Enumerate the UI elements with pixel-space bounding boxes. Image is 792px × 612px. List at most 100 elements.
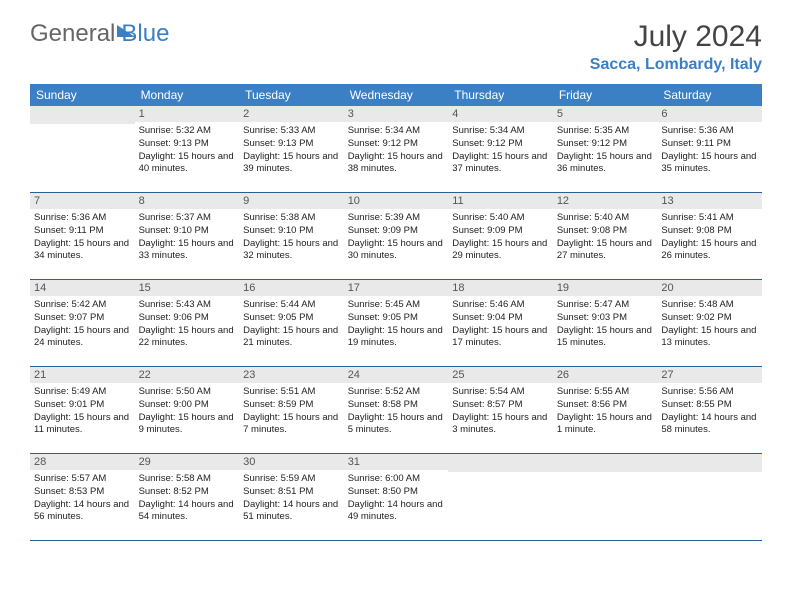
weekday-header: Saturday	[657, 84, 762, 106]
calendar-day-cell: 2Sunrise: 5:33 AMSunset: 9:13 PMDaylight…	[239, 106, 344, 193]
calendar-week-row: 28Sunrise: 5:57 AMSunset: 8:53 PMDayligh…	[30, 454, 762, 541]
weekday-header: Wednesday	[344, 84, 449, 106]
sunset-text: Sunset: 9:12 PM	[557, 138, 654, 151]
daylight-text: Daylight: 15 hours and 13 minutes.	[661, 325, 758, 351]
sunrise-text: Sunrise: 5:51 AM	[243, 386, 340, 399]
sunset-text: Sunset: 9:04 PM	[452, 312, 549, 325]
daylight-text: Daylight: 14 hours and 54 minutes.	[139, 499, 236, 525]
sunrise-text: Sunrise: 5:52 AM	[348, 386, 445, 399]
calendar-day-cell: 13Sunrise: 5:41 AMSunset: 9:08 PMDayligh…	[657, 193, 762, 280]
sunrise-text: Sunrise: 5:55 AM	[557, 386, 654, 399]
day-number: 5	[553, 106, 658, 122]
weekday-header: Monday	[135, 84, 240, 106]
sunrise-text: Sunrise: 5:40 AM	[452, 212, 549, 225]
day-number: 22	[135, 367, 240, 383]
day-number: 25	[448, 367, 553, 383]
sunrise-text: Sunrise: 5:35 AM	[557, 125, 654, 138]
weekday-header: Tuesday	[239, 84, 344, 106]
day-details: Sunrise: 5:59 AMSunset: 8:51 PMDaylight:…	[239, 470, 344, 528]
day-details: Sunrise: 5:56 AMSunset: 8:55 PMDaylight:…	[657, 383, 762, 441]
day-details: Sunrise: 5:49 AMSunset: 9:01 PMDaylight:…	[30, 383, 135, 441]
day-number: 4	[448, 106, 553, 122]
day-number: 1	[135, 106, 240, 122]
day-number: 10	[344, 193, 449, 209]
daylight-text: Daylight: 15 hours and 9 minutes.	[139, 412, 236, 438]
daylight-text: Daylight: 15 hours and 7 minutes.	[243, 412, 340, 438]
day-number: 30	[239, 454, 344, 470]
day-details: Sunrise: 5:35 AMSunset: 9:12 PMDaylight:…	[553, 122, 658, 180]
brand-part2: Blue	[121, 20, 169, 48]
day-details: Sunrise: 5:36 AMSunset: 9:11 PMDaylight:…	[657, 122, 762, 180]
sunset-text: Sunset: 9:08 PM	[661, 225, 758, 238]
sunrise-text: Sunrise: 5:40 AM	[557, 212, 654, 225]
weekday-header: Sunday	[30, 84, 135, 106]
sunset-text: Sunset: 9:09 PM	[348, 225, 445, 238]
calendar-day-cell: 15Sunrise: 5:43 AMSunset: 9:06 PMDayligh…	[135, 280, 240, 367]
day-details: Sunrise: 5:41 AMSunset: 9:08 PMDaylight:…	[657, 209, 762, 267]
calendar-day-cell: 29Sunrise: 5:58 AMSunset: 8:52 PMDayligh…	[135, 454, 240, 541]
day-number	[448, 454, 553, 472]
daylight-text: Daylight: 15 hours and 3 minutes.	[452, 412, 549, 438]
calendar-week-row: 7Sunrise: 5:36 AMSunset: 9:11 PMDaylight…	[30, 193, 762, 280]
day-number: 28	[30, 454, 135, 470]
sunrise-text: Sunrise: 5:54 AM	[452, 386, 549, 399]
day-details	[448, 472, 553, 479]
sunset-text: Sunset: 8:58 PM	[348, 399, 445, 412]
sunrise-text: Sunrise: 5:59 AM	[243, 473, 340, 486]
daylight-text: Daylight: 15 hours and 39 minutes.	[243, 151, 340, 177]
sunrise-text: Sunrise: 5:43 AM	[139, 299, 236, 312]
calendar-week-row: 21Sunrise: 5:49 AMSunset: 9:01 PMDayligh…	[30, 367, 762, 454]
sunrise-text: Sunrise: 5:38 AM	[243, 212, 340, 225]
calendar-day-cell: 8Sunrise: 5:37 AMSunset: 9:10 PMDaylight…	[135, 193, 240, 280]
day-number: 13	[657, 193, 762, 209]
sunrise-text: Sunrise: 5:36 AM	[34, 212, 131, 225]
sunset-text: Sunset: 8:59 PM	[243, 399, 340, 412]
day-number: 14	[30, 280, 135, 296]
sunset-text: Sunset: 9:02 PM	[661, 312, 758, 325]
day-number: 11	[448, 193, 553, 209]
calendar-day-cell: 16Sunrise: 5:44 AMSunset: 9:05 PMDayligh…	[239, 280, 344, 367]
day-number: 17	[344, 280, 449, 296]
daylight-text: Daylight: 15 hours and 11 minutes.	[34, 412, 131, 438]
day-number	[657, 454, 762, 472]
brand-logo: General Blue	[30, 20, 169, 48]
calendar-day-cell	[657, 454, 762, 541]
month-title: July 2024	[590, 20, 762, 54]
daylight-text: Daylight: 15 hours and 17 minutes.	[452, 325, 549, 351]
calendar-day-cell: 25Sunrise: 5:54 AMSunset: 8:57 PMDayligh…	[448, 367, 553, 454]
daylight-text: Daylight: 15 hours and 5 minutes.	[348, 412, 445, 438]
calendar-day-cell: 20Sunrise: 5:48 AMSunset: 9:02 PMDayligh…	[657, 280, 762, 367]
sunset-text: Sunset: 8:53 PM	[34, 486, 131, 499]
day-details: Sunrise: 5:32 AMSunset: 9:13 PMDaylight:…	[135, 122, 240, 180]
day-number: 3	[344, 106, 449, 122]
brand-part1: General	[30, 20, 115, 48]
day-number: 27	[657, 367, 762, 383]
sunrise-text: Sunrise: 5:34 AM	[348, 125, 445, 138]
day-number: 24	[344, 367, 449, 383]
sunset-text: Sunset: 9:11 PM	[34, 225, 131, 238]
calendar-day-cell: 23Sunrise: 5:51 AMSunset: 8:59 PMDayligh…	[239, 367, 344, 454]
day-details: Sunrise: 6:00 AMSunset: 8:50 PMDaylight:…	[344, 470, 449, 528]
calendar-day-cell: 18Sunrise: 5:46 AMSunset: 9:04 PMDayligh…	[448, 280, 553, 367]
daylight-text: Daylight: 15 hours and 36 minutes.	[557, 151, 654, 177]
daylight-text: Daylight: 15 hours and 34 minutes.	[34, 238, 131, 264]
calendar-day-cell: 30Sunrise: 5:59 AMSunset: 8:51 PMDayligh…	[239, 454, 344, 541]
title-block: July 2024 Sacca, Lombardy, Italy	[590, 20, 762, 74]
daylight-text: Daylight: 15 hours and 37 minutes.	[452, 151, 549, 177]
sunset-text: Sunset: 8:51 PM	[243, 486, 340, 499]
calendar-table: Sunday Monday Tuesday Wednesday Thursday…	[30, 84, 762, 541]
calendar-day-cell: 31Sunrise: 6:00 AMSunset: 8:50 PMDayligh…	[344, 454, 449, 541]
sunset-text: Sunset: 9:12 PM	[452, 138, 549, 151]
sunrise-text: Sunrise: 5:32 AM	[139, 125, 236, 138]
day-details: Sunrise: 5:36 AMSunset: 9:11 PMDaylight:…	[30, 209, 135, 267]
calendar-day-cell	[448, 454, 553, 541]
sunset-text: Sunset: 9:12 PM	[348, 138, 445, 151]
daylight-text: Daylight: 15 hours and 38 minutes.	[348, 151, 445, 177]
day-details: Sunrise: 5:54 AMSunset: 8:57 PMDaylight:…	[448, 383, 553, 441]
daylight-text: Daylight: 15 hours and 40 minutes.	[139, 151, 236, 177]
day-number: 18	[448, 280, 553, 296]
day-number: 12	[553, 193, 658, 209]
calendar-day-cell: 7Sunrise: 5:36 AMSunset: 9:11 PMDaylight…	[30, 193, 135, 280]
calendar-day-cell: 6Sunrise: 5:36 AMSunset: 9:11 PMDaylight…	[657, 106, 762, 193]
day-number	[30, 106, 135, 124]
